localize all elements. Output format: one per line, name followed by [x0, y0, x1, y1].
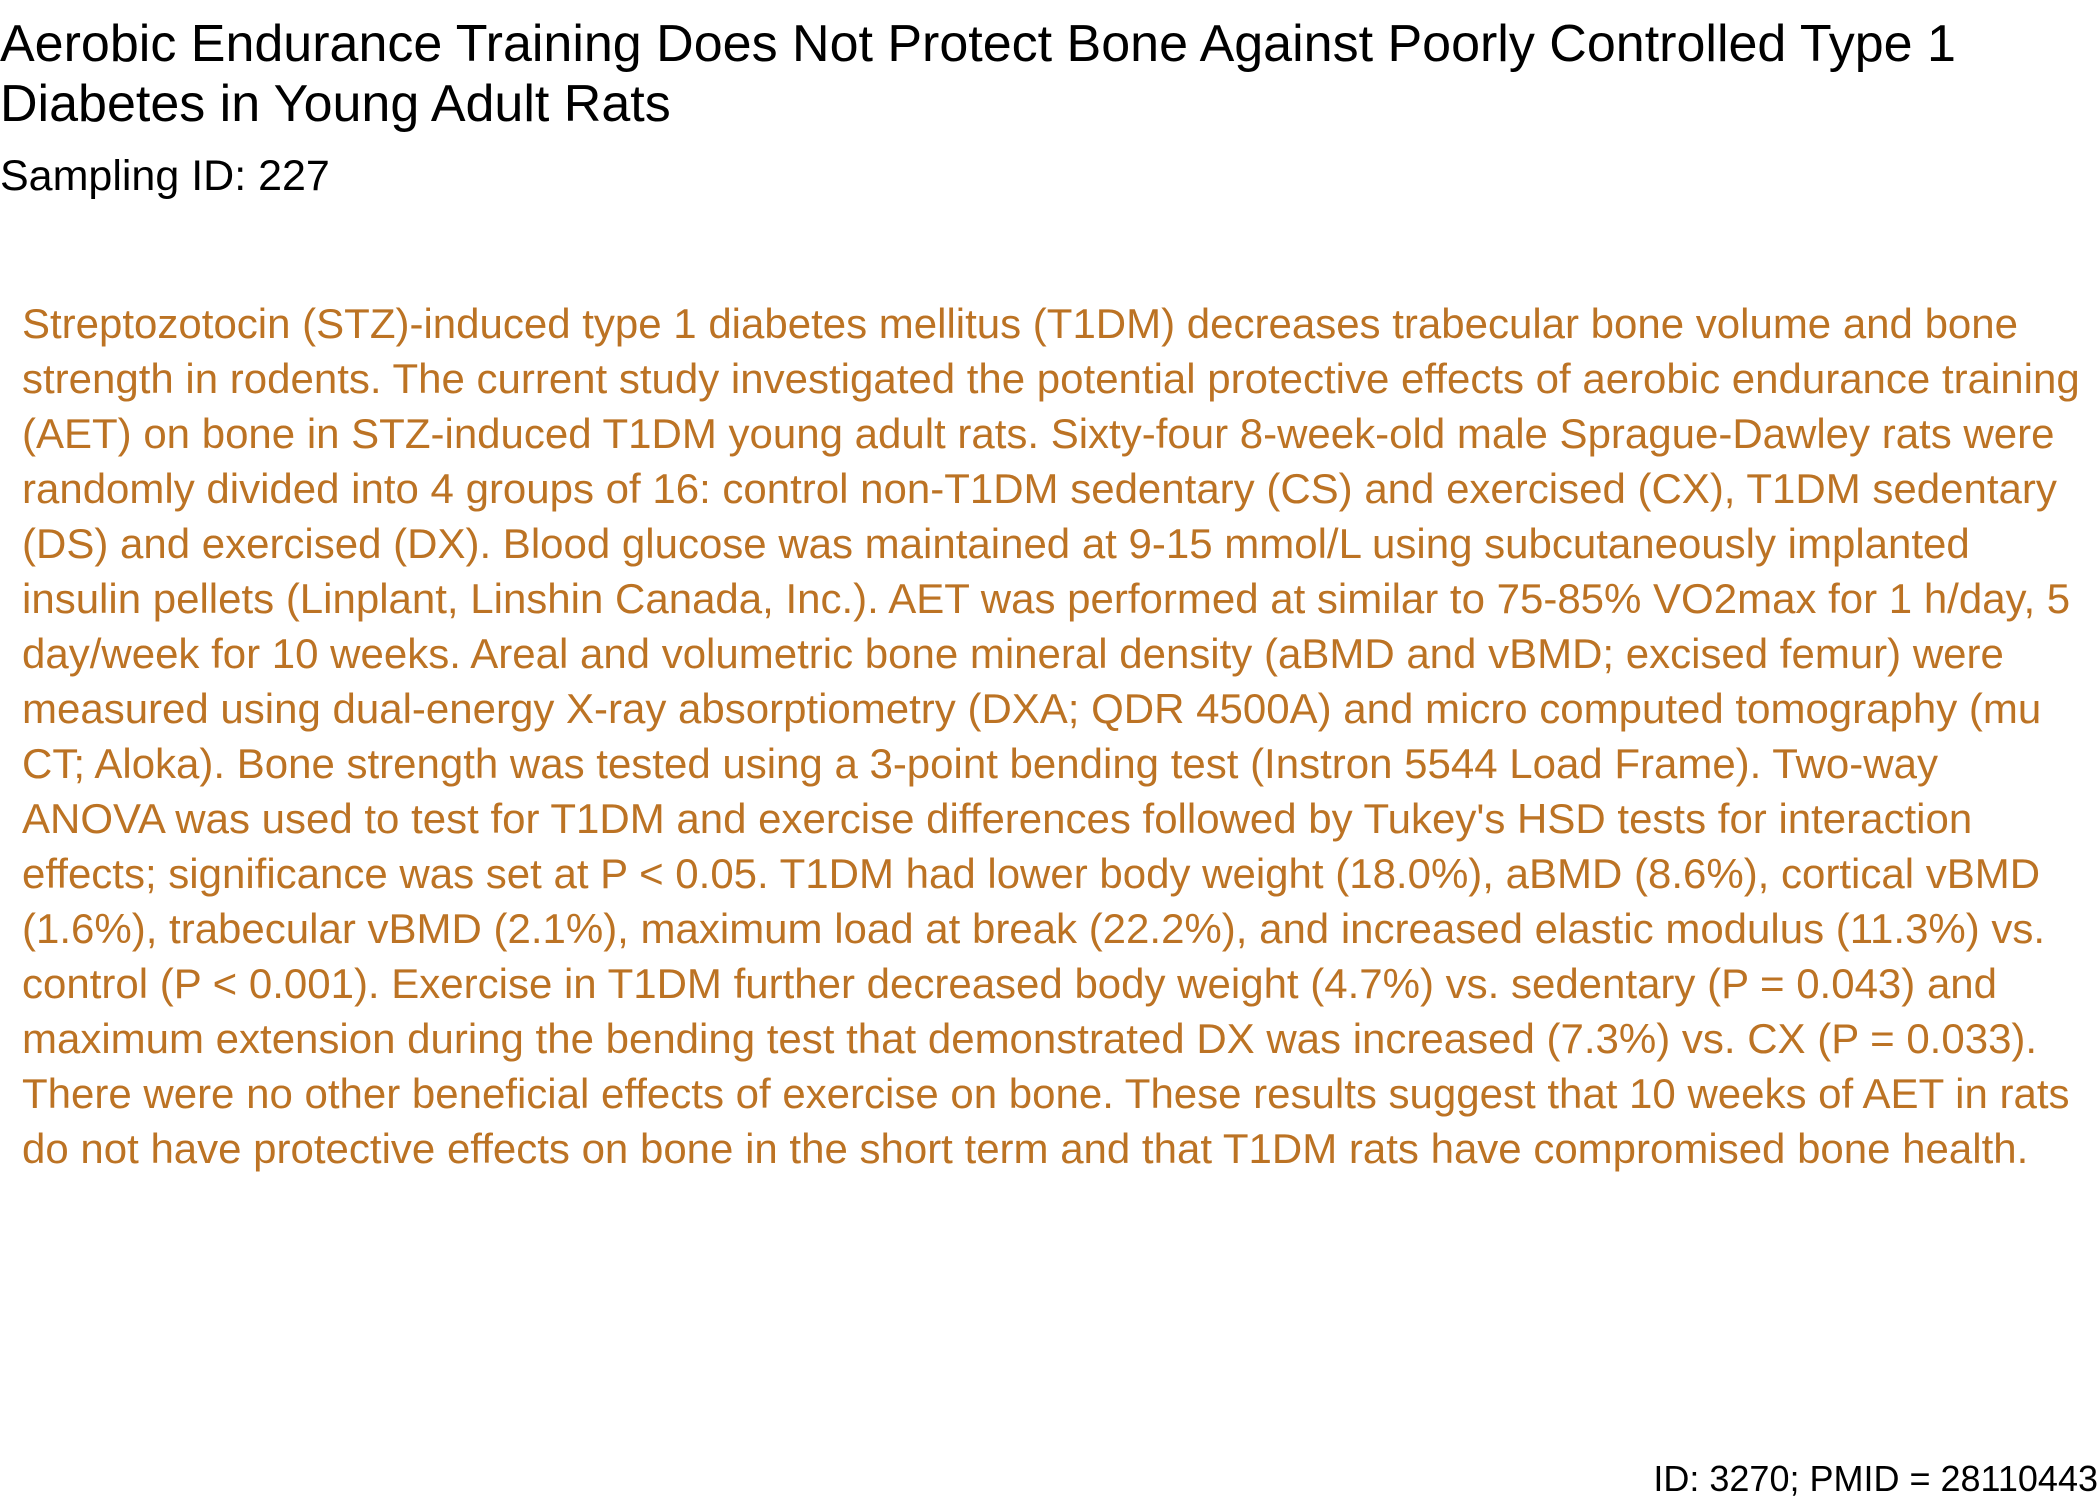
paper-title: Aerobic Endurance Training Does Not Prot… — [0, 15, 1956, 133]
footer-id: ID: 3270; PMID = 28110443 — [1653, 1458, 2098, 1499]
sampling-id: Sampling ID: 227 — [0, 152, 330, 200]
abstract-text: Streptozotocin (STZ)-induced type 1 diab… — [22, 300, 2080, 1172]
